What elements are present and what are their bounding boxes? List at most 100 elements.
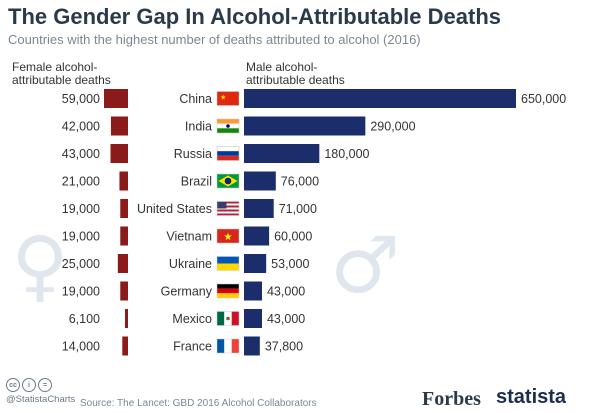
india-flag-top: [217, 119, 239, 124]
cc-icon: cc: [6, 378, 20, 392]
female-value-label: 19,000: [62, 285, 100, 299]
usa-flag-stripe: [217, 207, 239, 210]
vietnam-flag-icon: [216, 228, 240, 244]
germany-flag-icon: [216, 283, 240, 299]
female-bar: [120, 281, 128, 301]
forbes-logo: Forbes: [422, 388, 481, 410]
russia-flag-icon: [216, 146, 240, 161]
male-column-header: Male alcohol- attributable deaths: [246, 60, 345, 87]
france-flag-right: [231, 339, 239, 353]
germany-flag-mid: [217, 288, 239, 294]
female-bar: [125, 309, 128, 328]
male-value-label: 60,000: [274, 230, 312, 244]
country-label: Ukraine: [169, 257, 212, 271]
vietnam-flag-field: [217, 229, 239, 243]
usa-flag-stripe: [217, 203, 239, 206]
usa-flag-canton: [217, 201, 227, 209]
male-bar: [244, 89, 516, 108]
statista-logo: statista: [496, 386, 567, 408]
female-bar: [120, 226, 128, 246]
france-flag-mid: [224, 339, 232, 353]
male-value-label: 43,000: [267, 312, 305, 326]
country-label: India: [185, 120, 212, 134]
india-flag-bottom: [217, 128, 239, 133]
france-flag-icon: [216, 338, 240, 354]
chart-subtitle: Countries with the highest number of dea…: [8, 32, 421, 47]
ukraine-flag-icon: [216, 256, 240, 271]
female-symbol-icon: ♀: [11, 221, 68, 311]
india-flag-icon: [216, 118, 240, 134]
female-bar: [120, 199, 128, 218]
male-value-label: 43,000: [267, 285, 305, 299]
statista-handle: @StatistaCharts: [6, 394, 76, 405]
male-bar: [244, 226, 270, 246]
usa-flag-stripe: [217, 213, 239, 216]
india-flag-wheel: [226, 124, 230, 128]
source-note: Source: The Lancet: GBD 2016 Alcohol Col…: [80, 398, 317, 409]
male-bar: [244, 336, 260, 356]
female-value-label: 14,000: [62, 340, 100, 354]
mexico-flag-emblem: [226, 316, 230, 321]
male-bar: [244, 144, 320, 163]
attribution-icon: i: [22, 378, 36, 392]
female-bar: [122, 336, 128, 356]
male-value-label: 76,000: [281, 175, 319, 189]
male-bar: [244, 281, 262, 301]
country-label: United States: [137, 202, 212, 216]
brazil-flag-icon: [216, 173, 240, 189]
female-bar: [104, 89, 128, 108]
female-value-label: 19,000: [62, 202, 100, 216]
female-value-label: 25,000: [62, 257, 100, 271]
female-value-label: 42,000: [62, 120, 100, 134]
mexico-flag-icon: [216, 311, 240, 326]
country-label: Germany: [161, 285, 213, 299]
country-label: France: [173, 340, 212, 354]
male-value-label: 650,000: [521, 92, 566, 106]
female-value-label: 59,000: [62, 92, 100, 106]
male-bar: [244, 309, 262, 328]
male-bar: [244, 116, 366, 136]
chart-title: The Gender Gap In Alcohol-Attributable D…: [8, 4, 502, 29]
china-flag-star: ★: [220, 94, 226, 102]
mexico-flag-right: [231, 311, 239, 326]
china-flag-icon: [216, 91, 240, 106]
male-bar: [244, 171, 276, 191]
country-label: Russia: [174, 147, 212, 161]
usa-flag-icon: [216, 201, 240, 216]
usa-flag-stripe: [217, 205, 239, 208]
usa-flag-stripe: [217, 209, 239, 212]
usa-flag-stripe: [217, 201, 239, 204]
female-bar: [117, 254, 128, 273]
germany-flag-bottom: [217, 293, 239, 298]
male-symbol-icon: ♂: [330, 221, 400, 311]
female-value-label: 21,000: [62, 175, 100, 189]
country-label: Mexico: [172, 312, 212, 326]
france-flag-left: [217, 339, 225, 353]
female-value-label: 6,100: [69, 312, 100, 326]
male-bar: [244, 199, 274, 218]
russia-flag-bottom: [217, 155, 239, 161]
germany-flag-top: [217, 284, 239, 289]
female-value-label: 43,000: [62, 147, 100, 161]
license-icons: cc i =: [6, 378, 75, 392]
male-bar: [244, 254, 267, 273]
no-derivatives-icon: =: [38, 378, 52, 392]
female-value-label: 19,000: [62, 230, 100, 244]
usa-flag-stripe: [217, 211, 239, 214]
female-column-header: Female alcohol- attributable deaths: [12, 60, 111, 87]
ukraine-flag-top: [217, 256, 239, 264]
male-value-label: 290,000: [370, 120, 415, 134]
male-value-label: 180,000: [324, 147, 369, 161]
country-label: Vietnam: [166, 230, 212, 244]
female-bar: [110, 116, 128, 136]
mexico-flag-left: [217, 311, 225, 326]
male-value-label: 37,800: [265, 340, 303, 354]
footer-handle-block: cc i = @StatistaCharts: [6, 378, 75, 405]
russia-flag-mid: [217, 151, 239, 156]
russia-flag-top: [216, 146, 240, 152]
country-label: Brazil: [181, 175, 212, 189]
male-value-label: 71,000: [279, 202, 317, 216]
male-value-label: 53,000: [271, 257, 309, 271]
female-bar: [110, 144, 128, 163]
